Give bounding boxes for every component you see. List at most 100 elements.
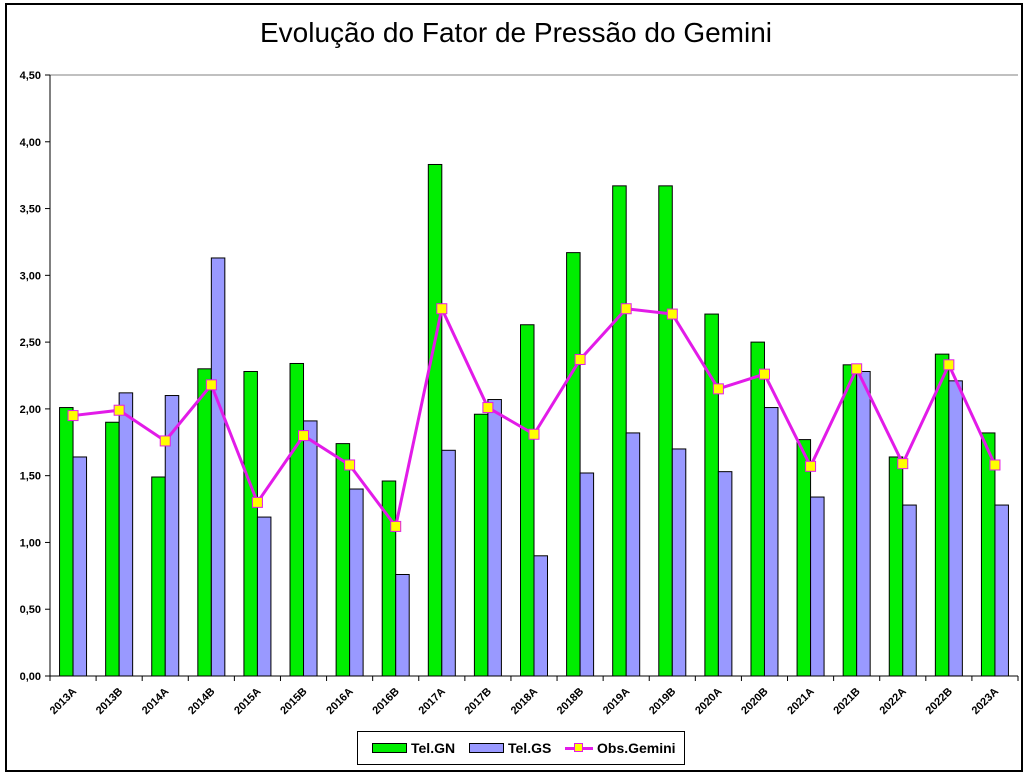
bar-tel-gs — [856, 370, 871, 677]
x-tick-label: 2016B — [370, 686, 401, 717]
x-tick-label: 2019B — [647, 686, 678, 717]
bar-tel-gs — [164, 395, 180, 677]
obs-gemini-marker — [528, 428, 540, 440]
y-tick-label: 2,00 — [20, 404, 41, 416]
y-tick-label: 3,50 — [20, 204, 41, 216]
x-tick-label: 2019A — [601, 686, 632, 717]
bar-tel-gs — [533, 555, 548, 677]
x-tick-label: 2022A — [877, 686, 908, 717]
bar-tel-gn — [427, 163, 443, 677]
obs-gemini-marker — [482, 402, 494, 414]
bar-tel-gn — [59, 407, 74, 677]
obs-gemini-marker — [758, 368, 770, 380]
bar-tel-gn — [934, 353, 950, 677]
x-tick-label: 2017A — [417, 686, 448, 717]
bar-tel-gs — [579, 472, 595, 677]
bar-tel-gs — [948, 380, 963, 677]
y-tick-label: 1,00 — [20, 537, 41, 549]
x-tick-label: 2015A — [232, 686, 263, 717]
obs-gemini-marker — [298, 430, 310, 442]
bar-tel-gn — [842, 364, 858, 677]
x-tick-label: 2014A — [140, 686, 171, 717]
legend-item-tel-gs: Tel.GS — [469, 740, 551, 756]
x-tick-label: 2022B — [924, 686, 955, 717]
obs-gemini-marker — [67, 410, 79, 422]
bar-tel-gs — [72, 456, 88, 677]
x-tick-label: 2013B — [94, 686, 125, 717]
x-tick-label: 2018A — [509, 686, 540, 717]
obs-gemini-marker — [897, 458, 909, 470]
obs-gemini-marker — [205, 379, 217, 391]
x-tick-label: 2020B — [739, 686, 770, 717]
bar-tel-gn — [335, 443, 351, 677]
bar-tel-gn — [750, 341, 765, 677]
obs-gemini-marker — [851, 363, 863, 375]
chart-title: Evolução do Fator de Pressão do Gemini — [259, 17, 773, 48]
x-tick-label: 2017B — [463, 686, 494, 717]
bar-tel-gn — [796, 439, 812, 677]
obs-gemini-marker — [620, 303, 632, 315]
obs-gemini-marker — [436, 303, 448, 315]
bar-tel-gs — [395, 573, 410, 677]
legend-item-obs-gemini: Obs.Gemini — [565, 740, 676, 756]
y-tick-label: 3,00 — [20, 270, 41, 282]
bar-tel-gs — [810, 496, 825, 677]
obs-gemini-marker — [712, 383, 724, 395]
x-tick-label: 2014B — [186, 686, 217, 717]
y-tick-label: 0,00 — [20, 671, 41, 683]
bar-tel-gs — [349, 488, 364, 677]
bar-tel-gs — [763, 407, 779, 677]
bar-tel-gs — [487, 399, 502, 677]
bar-tel-gn — [105, 421, 120, 677]
obs-gemini-marker — [344, 459, 356, 471]
bar-tel-gn — [888, 456, 904, 677]
tel-gn-swatch-icon — [372, 743, 407, 753]
y-tick-label: 2,50 — [20, 337, 41, 349]
x-tick-label: 2015B — [278, 686, 309, 717]
bar-tel-gn — [520, 324, 535, 677]
bar-tel-gn — [658, 185, 673, 677]
legend-item-tel-gn: Tel.GN — [372, 740, 455, 756]
bar-tel-gn — [473, 413, 489, 677]
line-marker-icon — [565, 742, 593, 754]
x-tick-label: 2018B — [555, 686, 586, 717]
obs-gemini-marker — [159, 435, 171, 447]
bar-tel-gn — [612, 185, 627, 677]
bar-tel-gn — [566, 252, 581, 677]
y-tick-label: 0,50 — [20, 604, 41, 616]
bar-tel-gn — [197, 368, 212, 677]
x-tick-label: 2020A — [693, 686, 724, 717]
legend: Tel.GN Tel.GS Obs.Gemini — [357, 731, 685, 765]
x-tick-label: 2023A — [970, 686, 1001, 717]
x-tick-label: 2016A — [324, 686, 355, 717]
y-tick-label: 4,50 — [20, 70, 41, 82]
obs-gemini-marker — [390, 520, 402, 532]
bar-tel-gn — [151, 476, 166, 677]
bar-tel-gs — [303, 420, 318, 677]
obs-gemini-marker — [989, 459, 1001, 471]
bar-tel-gs — [625, 432, 641, 677]
bar-tel-gs — [210, 257, 226, 677]
x-tick-label: 2021B — [831, 686, 862, 717]
obs-gemini-marker — [251, 496, 263, 508]
x-tick-label: 2021A — [785, 686, 816, 717]
bar-tel-gs — [717, 471, 733, 677]
bar-tel-gs — [671, 448, 687, 677]
bar-tel-gs — [902, 504, 917, 677]
obs-gemini-marker — [805, 460, 817, 472]
tel-gs-swatch-icon — [469, 743, 504, 753]
y-tick-label: 1,50 — [20, 471, 41, 483]
bar-tel-gs — [441, 449, 456, 677]
bar-tel-gn — [243, 370, 258, 677]
bar-tel-gs — [118, 392, 134, 677]
y-tick-label: 4,00 — [20, 137, 41, 149]
bar-tel-gs — [256, 516, 272, 677]
bar-tel-gs — [994, 504, 1009, 677]
obs-gemini-marker — [113, 404, 125, 416]
x-tick-label: 2013A — [48, 686, 79, 717]
bar-tel-gn — [289, 362, 305, 677]
obs-gemini-marker — [943, 359, 955, 371]
obs-gemini-marker — [666, 308, 678, 320]
obs-gemini-marker — [574, 353, 586, 365]
